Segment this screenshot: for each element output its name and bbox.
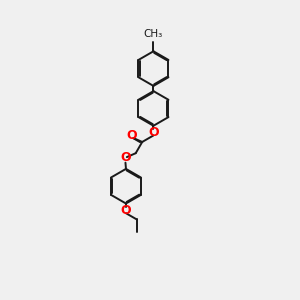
Text: O: O: [121, 152, 131, 164]
Text: O: O: [126, 129, 137, 142]
Text: O: O: [121, 204, 131, 217]
Text: O: O: [148, 126, 159, 139]
Text: CH₃: CH₃: [144, 29, 163, 40]
